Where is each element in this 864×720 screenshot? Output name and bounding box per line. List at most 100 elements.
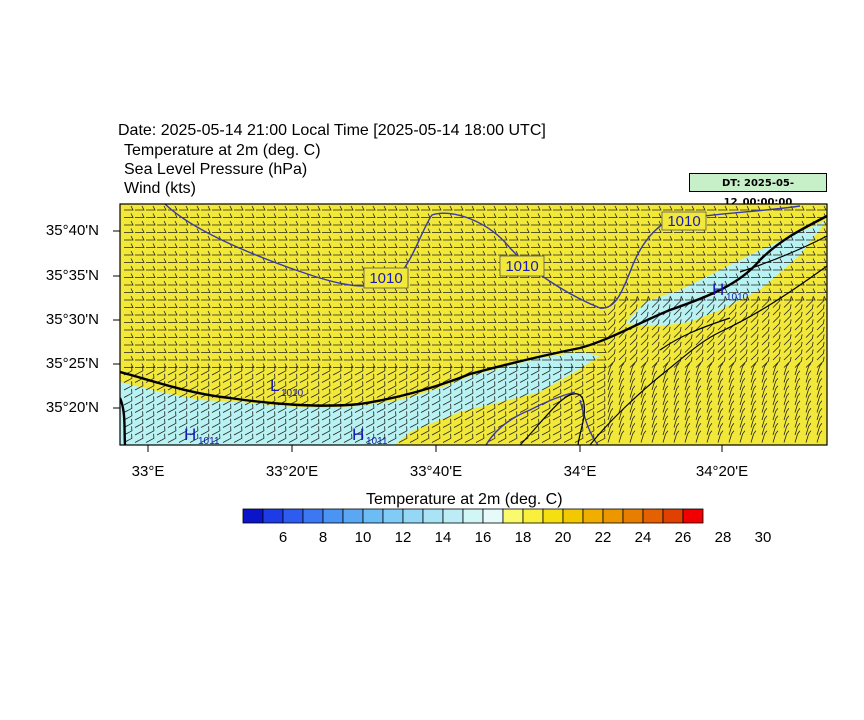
wind-barb	[575, 265, 585, 271]
wind-barb	[365, 433, 375, 443]
wind-barb	[553, 258, 563, 263]
wind-barb	[168, 303, 178, 308]
wind-barb	[145, 396, 155, 406]
wind-barb	[288, 433, 298, 443]
wind-barb	[255, 418, 265, 428]
wind-barb	[289, 243, 299, 248]
wind-barb	[684, 334, 693, 346]
wind-barb	[432, 250, 442, 256]
wind-barb	[597, 340, 607, 346]
wind-barb	[640, 349, 649, 361]
wind-barb	[145, 433, 155, 443]
wind-barb	[619, 280, 629, 286]
wind-barb	[563, 381, 573, 391]
wind-barb	[343, 426, 353, 436]
wind-barb	[729, 273, 739, 278]
wind-barb	[300, 213, 310, 218]
wind-barb	[289, 220, 299, 226]
wind-barb	[256, 235, 266, 241]
wind-barb	[179, 243, 189, 248]
wind-barb	[322, 355, 332, 361]
wind-barb	[168, 318, 178, 323]
wind-barb	[619, 295, 629, 301]
wind-barb	[245, 213, 255, 218]
wind-barb	[234, 340, 244, 346]
wind-barb	[255, 388, 265, 398]
wind-barb	[706, 400, 713, 413]
wind-barb	[300, 355, 310, 361]
wind-barb	[805, 326, 814, 338]
wind-barb	[443, 318, 453, 323]
wind-barb	[695, 334, 704, 346]
wind-barb	[442, 396, 452, 406]
wind-barb	[718, 258, 728, 263]
wind-barb	[442, 418, 452, 428]
wind-barb	[651, 415, 658, 428]
wind-barb	[212, 250, 222, 256]
wind-barb	[750, 319, 759, 331]
wind-barb	[311, 325, 321, 331]
wind-barb	[795, 250, 805, 256]
wind-barb	[377, 258, 387, 263]
wind-barb	[585, 381, 595, 391]
wind-barb	[234, 280, 244, 286]
wind-barb	[652, 258, 662, 263]
wind-barb	[355, 213, 365, 218]
wind-barb	[156, 403, 166, 413]
wind-barb	[168, 280, 178, 286]
wind-barb	[377, 340, 387, 346]
wind-barb	[817, 288, 827, 293]
wind-barb	[619, 243, 629, 248]
wind-barb	[586, 310, 596, 316]
wind-barb	[750, 311, 759, 323]
wind-barb	[531, 310, 541, 316]
wind-barb	[707, 258, 717, 263]
wind-barb	[443, 250, 453, 256]
wind-barb	[333, 303, 343, 308]
wind-barb	[123, 381, 133, 391]
wind-barb	[618, 423, 625, 436]
wind-barb	[762, 213, 772, 218]
wind-barb	[530, 396, 540, 406]
wind-barb	[816, 385, 823, 398]
wind-barb	[497, 381, 507, 391]
wind-barb	[322, 280, 332, 286]
wind-barb	[146, 258, 156, 263]
colorbar-tick-label: 26	[674, 529, 692, 546]
wind-barb	[321, 381, 331, 391]
wind-barb	[718, 220, 728, 226]
wind-barb	[454, 355, 464, 361]
wind-barb	[707, 205, 717, 211]
wind-barb	[167, 403, 177, 413]
wind-barb	[377, 310, 387, 316]
wind-barb	[190, 265, 200, 271]
wind-barb	[168, 235, 178, 241]
wind-barb	[167, 433, 177, 443]
wind-barb	[553, 250, 563, 256]
wind-barb	[707, 243, 717, 248]
wind-barb	[420, 433, 430, 443]
wind-barb	[707, 280, 717, 286]
wind-barb	[134, 381, 144, 391]
wind-barb	[728, 349, 737, 361]
wind-barb	[706, 393, 713, 406]
wind-barb	[201, 333, 211, 338]
wind-barb	[135, 303, 145, 308]
isobars	[164, 204, 801, 445]
wind-barb	[266, 403, 276, 413]
wind-barb	[256, 310, 266, 316]
wind-barb	[135, 355, 145, 361]
wind-barb	[399, 288, 409, 293]
wind-barb	[497, 388, 507, 398]
wind-barb	[387, 411, 397, 421]
wind-barb	[443, 280, 453, 286]
wind-barb	[717, 296, 726, 308]
wind-barb	[212, 333, 222, 338]
wind-barb	[498, 250, 508, 256]
wind-barb	[487, 295, 497, 301]
wind-barb	[443, 258, 453, 263]
wind-barb	[212, 355, 222, 361]
wind-barb	[388, 295, 398, 301]
wind-barb	[508, 388, 518, 398]
wind-barb	[618, 393, 625, 406]
